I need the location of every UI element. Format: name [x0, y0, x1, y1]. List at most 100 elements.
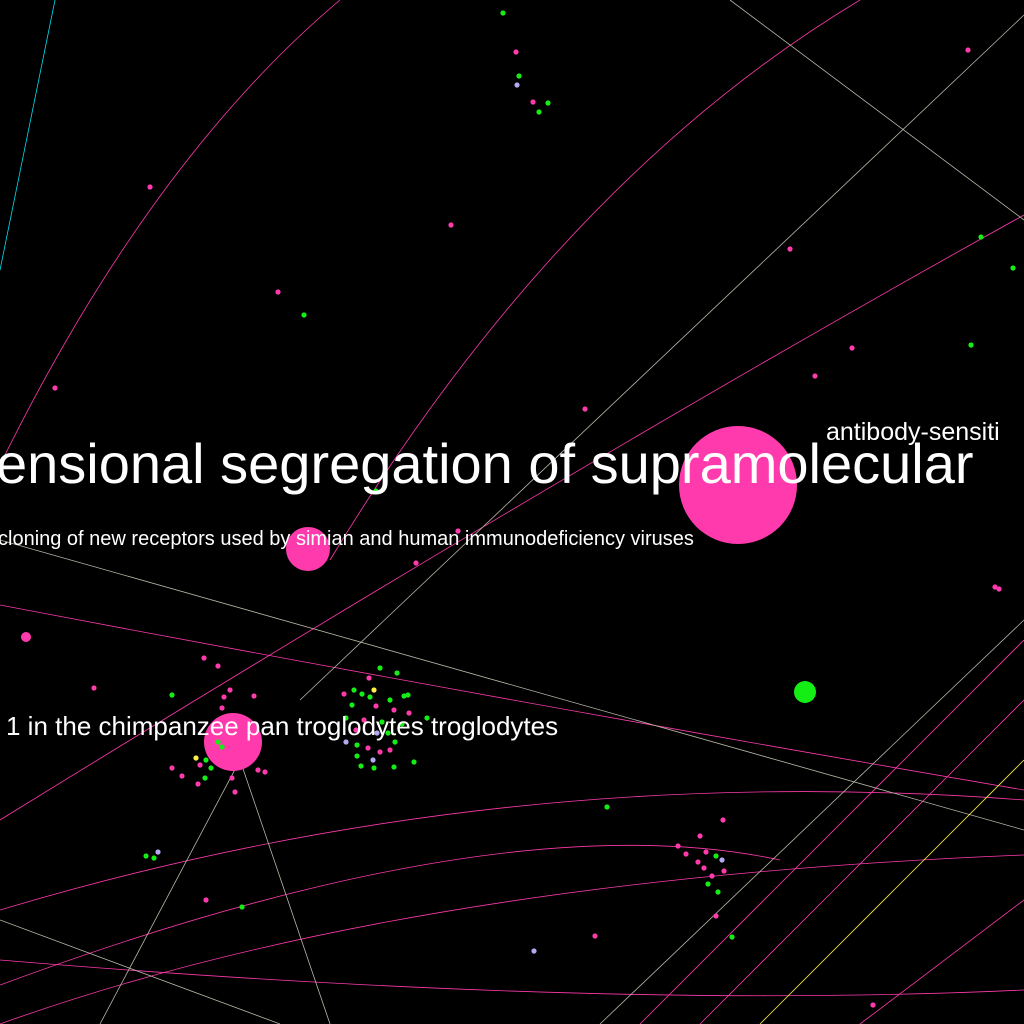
node[interactable] — [251, 693, 257, 699]
node[interactable] — [401, 693, 407, 699]
node-large[interactable] — [794, 681, 816, 703]
node[interactable] — [705, 881, 711, 887]
node[interactable] — [354, 742, 360, 748]
node[interactable] — [992, 584, 998, 590]
node[interactable] — [373, 703, 379, 709]
node[interactable] — [239, 904, 245, 910]
node[interactable] — [373, 488, 379, 494]
node[interactable] — [385, 730, 391, 736]
node[interactable] — [721, 868, 727, 874]
node[interactable] — [359, 691, 365, 697]
node[interactable] — [387, 697, 393, 703]
node[interactable] — [448, 222, 454, 228]
node[interactable] — [399, 721, 405, 727]
node[interactable] — [978, 234, 984, 240]
node[interactable] — [301, 312, 307, 318]
node[interactable] — [392, 739, 398, 745]
node[interactable] — [151, 855, 157, 861]
node[interactable] — [965, 47, 971, 53]
node[interactable] — [500, 10, 506, 16]
node[interactable] — [695, 859, 701, 865]
node[interactable] — [516, 73, 522, 79]
node[interactable] — [203, 757, 209, 763]
node[interactable] — [358, 763, 364, 769]
node[interactable] — [697, 833, 703, 839]
node-large[interactable] — [286, 527, 330, 571]
node[interactable] — [371, 765, 377, 771]
node[interactable] — [232, 789, 238, 795]
node[interactable] — [221, 694, 227, 700]
node[interactable] — [536, 109, 542, 115]
node[interactable] — [201, 655, 207, 661]
node[interactable] — [424, 715, 430, 721]
node[interactable] — [713, 853, 719, 859]
node[interactable] — [370, 757, 376, 763]
node[interactable] — [215, 739, 221, 745]
node[interactable] — [255, 767, 261, 773]
node[interactable] — [169, 765, 175, 771]
node[interactable] — [379, 719, 385, 725]
node-large[interactable] — [21, 632, 31, 642]
node[interactable] — [391, 764, 397, 770]
node-large[interactable] — [204, 713, 262, 771]
node[interactable] — [374, 730, 380, 736]
node[interactable] — [343, 739, 349, 745]
node[interactable] — [275, 289, 281, 295]
node[interactable] — [675, 843, 681, 849]
node[interactable] — [413, 560, 419, 566]
node[interactable] — [812, 373, 818, 379]
node[interactable] — [1010, 265, 1016, 271]
node[interactable] — [787, 246, 793, 252]
node[interactable] — [195, 781, 201, 787]
node[interactable] — [996, 586, 1002, 592]
node[interactable] — [703, 849, 709, 855]
node[interactable] — [849, 345, 855, 351]
label-segregation[interactable]: ensional segregation of supramolecular — [0, 432, 973, 495]
node[interactable] — [91, 685, 97, 691]
node[interactable] — [513, 49, 519, 55]
node[interactable] — [215, 663, 221, 669]
node[interactable] — [719, 857, 725, 863]
node[interactable] — [683, 851, 689, 857]
node[interactable] — [377, 665, 383, 671]
node[interactable] — [545, 100, 551, 106]
node[interactable] — [592, 933, 598, 939]
node[interactable] — [870, 1002, 876, 1008]
node[interactable] — [394, 670, 400, 676]
node[interactable] — [193, 755, 199, 761]
node[interactable] — [455, 528, 461, 534]
node[interactable] — [202, 775, 208, 781]
node[interactable] — [713, 913, 719, 919]
node[interactable] — [219, 744, 225, 750]
node[interactable] — [715, 889, 721, 895]
node[interactable] — [582, 406, 588, 412]
node[interactable] — [155, 849, 161, 855]
node[interactable] — [406, 710, 412, 716]
node[interactable] — [371, 687, 377, 693]
node[interactable] — [229, 775, 235, 781]
node[interactable] — [341, 691, 347, 697]
node[interactable] — [143, 853, 149, 859]
node[interactable] — [197, 762, 203, 768]
node[interactable] — [367, 694, 373, 700]
node[interactable] — [365, 745, 371, 751]
node[interactable] — [377, 749, 383, 755]
label-chimpanzee[interactable]: 1 in the chimpanzee pan troglodytes trog… — [6, 711, 558, 741]
node[interactable] — [52, 385, 58, 391]
node[interactable] — [208, 765, 214, 771]
node[interactable] — [354, 753, 360, 759]
node[interactable] — [227, 687, 233, 693]
node[interactable] — [391, 707, 397, 713]
node[interactable] — [604, 804, 610, 810]
node[interactable] — [147, 184, 153, 190]
node[interactable] — [169, 692, 175, 698]
node[interactable] — [361, 717, 367, 723]
node[interactable] — [343, 715, 349, 721]
node[interactable] — [729, 934, 735, 940]
label-cloning[interactable]: cloning of new receptors used by simian … — [0, 528, 694, 550]
node[interactable] — [709, 873, 715, 879]
node[interactable] — [514, 82, 520, 88]
node[interactable] — [968, 342, 974, 348]
